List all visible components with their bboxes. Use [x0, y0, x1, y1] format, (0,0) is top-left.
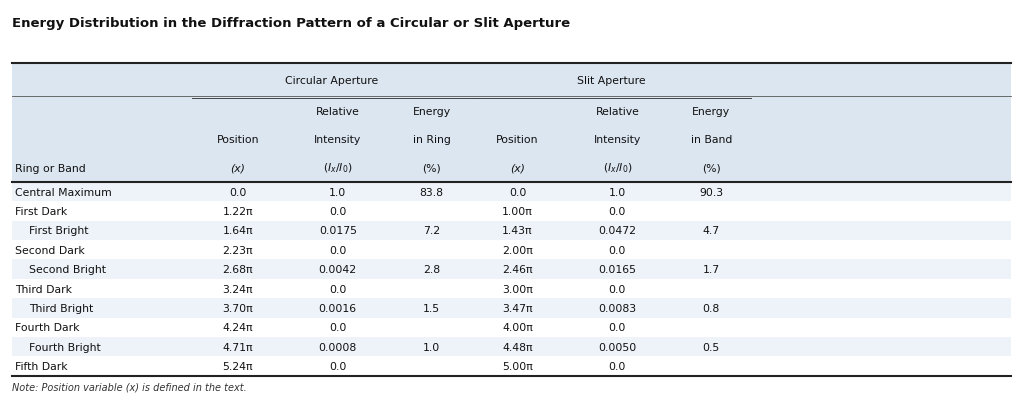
Text: First Dark: First Dark — [15, 206, 68, 216]
Text: 1.22π: 1.22π — [223, 206, 254, 216]
Text: 3.70π: 3.70π — [223, 303, 254, 313]
Text: 4.7: 4.7 — [703, 226, 720, 236]
Text: 2.68π: 2.68π — [223, 264, 254, 275]
Text: 1.7: 1.7 — [703, 264, 720, 275]
Text: 3.24π: 3.24π — [223, 284, 254, 294]
Text: in Ring: in Ring — [412, 135, 450, 145]
Text: 5.24π: 5.24π — [223, 361, 254, 371]
Bar — [12, 221, 1011, 240]
Text: 2.46π: 2.46π — [502, 264, 533, 275]
Text: 1.43π: 1.43π — [502, 226, 533, 236]
Text: 0.0: 0.0 — [609, 245, 626, 255]
Bar — [12, 202, 1011, 221]
Bar — [12, 299, 1011, 318]
Text: Third Bright: Third Bright — [29, 303, 93, 313]
Bar — [12, 260, 1011, 279]
Text: 0.0050: 0.0050 — [598, 342, 636, 352]
Text: 0.0: 0.0 — [329, 245, 347, 255]
Bar — [12, 183, 1011, 202]
Text: in Band: in Band — [691, 135, 731, 145]
Text: First Bright: First Bright — [29, 226, 88, 236]
Text: 2.00π: 2.00π — [502, 245, 533, 255]
Text: Second Dark: Second Dark — [15, 245, 85, 255]
Bar — [12, 318, 1011, 337]
Bar — [12, 279, 1011, 299]
Text: Circular Aperture: Circular Aperture — [285, 76, 379, 85]
Text: Energy: Energy — [693, 107, 730, 116]
Text: 0.0: 0.0 — [329, 323, 347, 332]
Text: Position: Position — [217, 135, 259, 145]
Text: Note: Position variable (x) is defined in the text.: Note: Position variable (x) is defined i… — [12, 382, 247, 392]
Text: 1.5: 1.5 — [424, 303, 440, 313]
Text: 4.48π: 4.48π — [502, 342, 533, 352]
Bar — [12, 356, 1011, 376]
Text: 7.2: 7.2 — [424, 226, 440, 236]
Text: 0.0: 0.0 — [329, 361, 347, 371]
Text: (x): (x) — [230, 163, 246, 173]
Text: 0.0: 0.0 — [609, 361, 626, 371]
Text: 4.00π: 4.00π — [502, 323, 533, 332]
Text: Energy: Energy — [412, 107, 451, 116]
Text: 4.71π: 4.71π — [223, 342, 254, 352]
Text: 0.0: 0.0 — [229, 187, 247, 197]
Text: Fourth Bright: Fourth Bright — [29, 342, 100, 352]
Text: 0.0016: 0.0016 — [319, 303, 357, 313]
Text: 1.0: 1.0 — [329, 187, 347, 197]
Text: 0.0042: 0.0042 — [319, 264, 357, 275]
Text: 0.0: 0.0 — [329, 206, 347, 216]
Text: Third Dark: Third Dark — [15, 284, 73, 294]
Text: 83.8: 83.8 — [419, 187, 444, 197]
Bar — [12, 240, 1011, 260]
Text: Intensity: Intensity — [314, 135, 361, 145]
Text: Second Bright: Second Bright — [29, 264, 105, 275]
Text: 0.0083: 0.0083 — [598, 303, 636, 313]
Text: 0.0472: 0.0472 — [598, 226, 636, 236]
Text: Relative: Relative — [595, 107, 639, 116]
Text: 0.0: 0.0 — [609, 206, 626, 216]
Text: (%): (%) — [702, 163, 720, 173]
Text: 0.8: 0.8 — [703, 303, 720, 313]
Text: (x): (x) — [510, 163, 525, 173]
Text: 0.0: 0.0 — [609, 284, 626, 294]
Text: 1.0: 1.0 — [609, 187, 626, 197]
Text: 2.8: 2.8 — [424, 264, 440, 275]
Text: 1.64π: 1.64π — [223, 226, 254, 236]
Text: Relative: Relative — [316, 107, 360, 116]
Text: Central Maximum: Central Maximum — [15, 187, 113, 197]
Text: Fourth Dark: Fourth Dark — [15, 323, 80, 332]
Text: 3.00π: 3.00π — [502, 284, 533, 294]
Text: 90.3: 90.3 — [699, 187, 723, 197]
Text: Energy Distribution in the Diffraction Pattern of a Circular or Slit Aperture: Energy Distribution in the Diffraction P… — [12, 17, 571, 29]
Text: 0.0165: 0.0165 — [598, 264, 636, 275]
Text: $(I_x/I_0)$: $(I_x/I_0)$ — [603, 161, 632, 175]
Text: Position: Position — [496, 135, 539, 145]
Text: 3.47π: 3.47π — [502, 303, 533, 313]
Text: Intensity: Intensity — [593, 135, 641, 145]
Text: 1.0: 1.0 — [422, 342, 440, 352]
Text: $(I_x/I_0)$: $(I_x/I_0)$ — [323, 161, 353, 175]
Text: 0.0175: 0.0175 — [319, 226, 357, 236]
Text: Slit Aperture: Slit Aperture — [577, 76, 646, 85]
Text: Ring or Band: Ring or Band — [15, 163, 86, 173]
Text: 0.0008: 0.0008 — [318, 342, 357, 352]
Bar — [12, 337, 1011, 356]
Text: (%): (%) — [422, 163, 441, 173]
Text: 0.0: 0.0 — [508, 187, 526, 197]
Text: 2.23π: 2.23π — [223, 245, 254, 255]
Text: 0.0: 0.0 — [329, 284, 347, 294]
Text: 4.24π: 4.24π — [223, 323, 254, 332]
Text: 1.00π: 1.00π — [502, 206, 533, 216]
Text: Fifth Dark: Fifth Dark — [15, 361, 68, 371]
Text: 0.5: 0.5 — [703, 342, 720, 352]
Text: 5.00π: 5.00π — [502, 361, 533, 371]
Text: 0.0: 0.0 — [609, 323, 626, 332]
